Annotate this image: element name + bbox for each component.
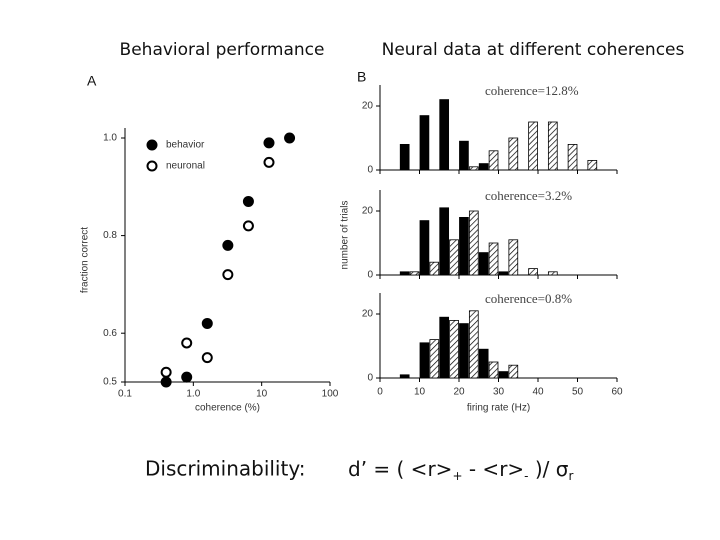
data-point [181,337,193,349]
data-point [181,371,193,383]
discriminability-label: Discriminability: [145,457,305,481]
formula-sub: - [524,469,528,483]
annotation: coherence=0.8% [485,291,572,306]
bar [488,361,499,379]
bar [508,364,519,379]
bar [567,143,578,171]
x-tick-label: 10 [256,389,268,400]
bar [429,339,440,379]
y-tick-label: 0.6 [103,328,117,339]
x-axis-label: coherence (%) [195,403,260,414]
bar [429,261,440,276]
formula-part: )/ σ [529,457,569,481]
bar [449,239,459,276]
y-tick-label: 20 [362,101,374,112]
x-tick-label: 40 [532,387,544,398]
legend-marker [146,160,158,172]
x-tick-label: 0.1 [118,389,132,400]
bar [478,252,489,276]
bar [459,140,469,171]
bar [498,371,509,379]
y-tick-label: 0 [367,165,373,176]
data-point [263,137,275,149]
bar [478,163,489,171]
bar [439,207,450,276]
bar [478,348,489,379]
bar [409,271,420,276]
bar [449,319,459,379]
y-tick-label: 0.5 [103,377,117,388]
bar [399,374,410,379]
bar [419,115,430,171]
data-point [201,352,213,364]
bar [498,271,509,276]
panel-label: B [357,69,366,85]
bar [468,166,479,171]
data-point [222,239,234,251]
legend-marker [146,139,158,151]
bar [459,323,469,379]
bar [528,121,538,171]
legend-label: behavior [166,140,205,151]
bar [528,268,538,276]
x-axis-label: firing rate (Hz) [467,403,530,414]
y-tick-label: 20 [362,206,374,217]
title: Behavioral performance [120,40,325,60]
y-tick-label: 0 [367,373,373,384]
x-tick-label: 20 [453,387,465,398]
bar [508,137,519,171]
panel-label: A [87,73,97,89]
bar [488,242,499,276]
data-point [222,269,234,281]
data-point [263,156,275,168]
x-tick-label: 10 [414,387,426,398]
formula: d’ = ( <r>+ - <r>- )/ σr [348,457,573,483]
formula-part: d’ = ( <r> [348,457,452,481]
annotation: coherence=12.8% [485,83,579,98]
bar [508,239,519,276]
data-point [201,317,213,329]
y-tick-label: 0 [367,270,373,281]
y-axis-label: fraction correct [80,227,91,293]
x-tick-label: 0 [377,387,383,398]
bar [439,99,450,171]
y-tick-label: 0.8 [103,230,117,241]
formula-sub: r [568,469,573,483]
legend-label: neuronal [166,161,205,172]
data-point [160,366,172,378]
formula-part: - <r> [463,457,525,481]
x-tick-label: 50 [572,387,584,398]
data-point [242,195,254,207]
bar [439,316,450,379]
y-axis-label: number of trials [340,201,351,270]
x-tick-label: 100 [322,389,339,400]
formula-sub: + [452,469,462,483]
bar [547,271,558,276]
title: Neural data at different coherences [382,40,685,60]
bar [547,121,558,171]
y-tick-label: 1.0 [103,133,117,144]
bar [468,210,479,276]
data-point [160,376,172,388]
bar [459,216,469,276]
y-tick-label: 20 [362,309,374,320]
bar [399,271,410,276]
annotation: coherence=3.2% [485,188,572,203]
bar [399,143,410,171]
bar [419,342,430,379]
x-tick-label: 1.0 [186,389,200,400]
bar [419,220,430,276]
bar [468,310,479,379]
x-tick-label: 60 [611,387,623,398]
bar [488,150,499,171]
x-tick-label: 30 [493,387,505,398]
data-point [284,132,296,144]
bar [587,159,598,171]
data-point [242,220,254,232]
